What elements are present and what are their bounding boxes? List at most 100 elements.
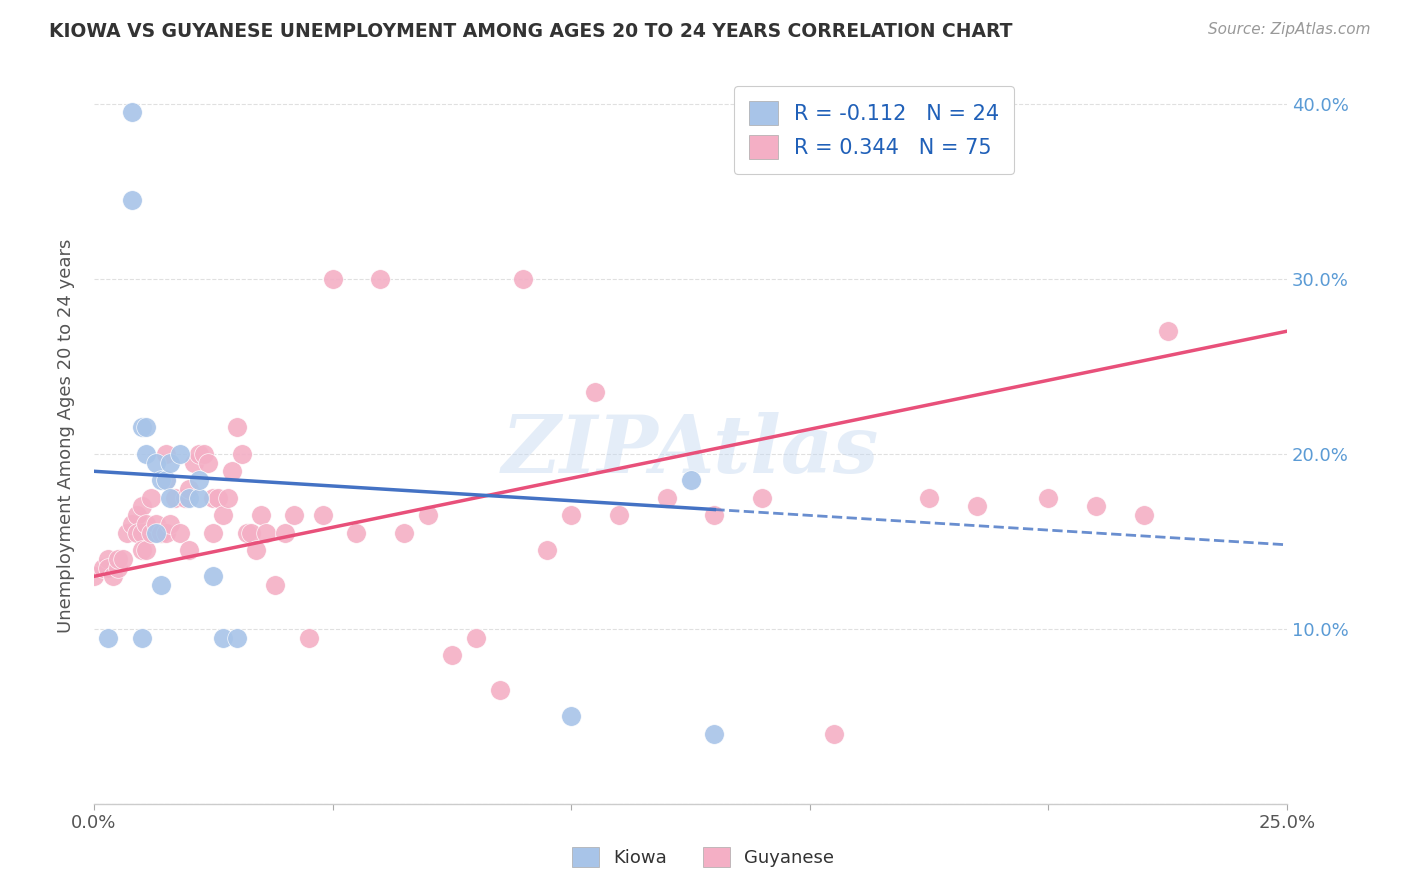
Point: [679, 473, 702, 487]
Point: [1133, 508, 1156, 522]
Point: [97, 560, 120, 574]
Point: [165, 491, 187, 505]
Point: [1157, 324, 1180, 338]
Point: [231, 447, 253, 461]
Point: [245, 543, 267, 558]
Point: [155, 525, 177, 540]
Point: [488, 683, 510, 698]
Point: [322, 271, 344, 285]
Point: [368, 271, 391, 285]
Point: [159, 491, 181, 505]
Point: [183, 456, 205, 470]
Point: [298, 631, 321, 645]
Point: [107, 551, 129, 566]
Point: [274, 525, 297, 540]
Legend: R = -0.112   N = 24, R = 0.344   N = 75: R = -0.112 N = 24, R = 0.344 N = 75: [734, 87, 1014, 174]
Point: [560, 709, 582, 723]
Point: [145, 525, 167, 540]
Point: [312, 508, 335, 522]
Point: [202, 569, 225, 583]
Point: [235, 525, 257, 540]
Point: [131, 631, 153, 645]
Point: [135, 420, 157, 434]
Point: [125, 508, 148, 522]
Point: [159, 456, 181, 470]
Point: [207, 491, 229, 505]
Point: [155, 473, 177, 487]
Point: [655, 491, 678, 505]
Point: [966, 500, 988, 514]
Point: [187, 473, 209, 487]
Point: [440, 648, 463, 662]
Point: [131, 420, 153, 434]
Point: [416, 508, 439, 522]
Y-axis label: Unemployment Among Ages 20 to 24 years: Unemployment Among Ages 20 to 24 years: [58, 239, 75, 633]
Point: [918, 491, 941, 505]
Point: [145, 516, 167, 531]
Point: [226, 420, 249, 434]
Point: [121, 193, 143, 207]
Text: KIOWA VS GUYANESE UNEMPLOYMENT AMONG AGES 20 TO 24 YEARS CORRELATION CHART: KIOWA VS GUYANESE UNEMPLOYMENT AMONG AGE…: [49, 22, 1012, 41]
Point: [107, 560, 129, 574]
Point: [464, 631, 486, 645]
Point: [149, 473, 172, 487]
Point: [135, 516, 157, 531]
Point: [607, 508, 630, 522]
Point: [221, 464, 243, 478]
Point: [823, 727, 845, 741]
Point: [149, 525, 172, 540]
Text: Source: ZipAtlas.com: Source: ZipAtlas.com: [1208, 22, 1371, 37]
Point: [155, 473, 177, 487]
Point: [149, 578, 172, 592]
Point: [250, 508, 273, 522]
Point: [254, 525, 277, 540]
Point: [187, 447, 209, 461]
Point: [145, 456, 167, 470]
Point: [240, 525, 263, 540]
Point: [179, 482, 201, 496]
Point: [202, 491, 225, 505]
Point: [193, 447, 215, 461]
Point: [751, 491, 773, 505]
Point: [131, 525, 153, 540]
Text: ZIPAtlas: ZIPAtlas: [502, 412, 879, 490]
Point: [141, 491, 163, 505]
Point: [202, 525, 225, 540]
Point: [131, 500, 153, 514]
Point: [392, 525, 415, 540]
Point: [179, 543, 201, 558]
Point: [131, 543, 153, 558]
Point: [217, 491, 239, 505]
Point: [283, 508, 305, 522]
Point: [703, 508, 725, 522]
Point: [179, 491, 201, 505]
Point: [226, 631, 249, 645]
Point: [101, 569, 124, 583]
Point: [187, 491, 209, 505]
Point: [169, 525, 191, 540]
Point: [197, 456, 219, 470]
Point: [346, 525, 368, 540]
Point: [135, 447, 157, 461]
Point: [536, 543, 558, 558]
Legend: Kiowa, Guyanese: Kiowa, Guyanese: [564, 839, 842, 874]
Point: [583, 385, 606, 400]
Point: [173, 491, 195, 505]
Point: [1038, 491, 1060, 505]
Point: [141, 525, 163, 540]
Point: [135, 543, 157, 558]
Point: [111, 551, 134, 566]
Point: [211, 508, 233, 522]
Point: [1085, 500, 1108, 514]
Point: [512, 271, 534, 285]
Point: [155, 447, 177, 461]
Point: [159, 516, 181, 531]
Point: [211, 631, 233, 645]
Point: [264, 578, 287, 592]
Point: [703, 727, 725, 741]
Point: [121, 516, 143, 531]
Point: [169, 447, 191, 461]
Point: [121, 105, 143, 120]
Point: [560, 508, 582, 522]
Point: [125, 525, 148, 540]
